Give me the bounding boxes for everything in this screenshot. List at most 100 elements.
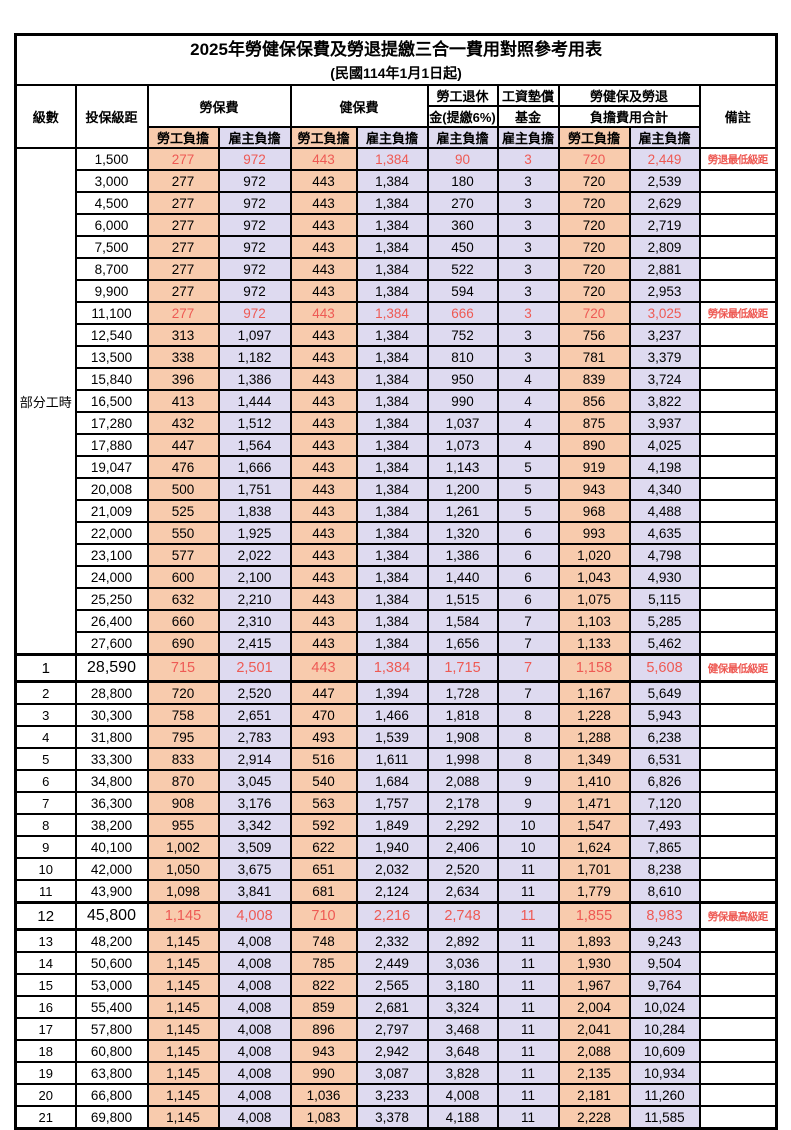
subheader-pension-employer: 雇主負擔 bbox=[426, 126, 499, 149]
page-title: 2025年勞健保保費及勞退提繳三合一費用對照參考用表 bbox=[190, 40, 602, 59]
cell-total-employer: 9,243 bbox=[628, 928, 701, 953]
cell-total-employee: 1,893 bbox=[557, 928, 631, 953]
cell-labor-employer: 2,914 bbox=[217, 747, 292, 771]
cell-labor-employee: 525 bbox=[146, 499, 220, 523]
cell-pension-employer: 1,037 bbox=[426, 411, 499, 435]
cell-health-employer: 1,394 bbox=[355, 680, 429, 705]
cell-wagefund-employer: 6 bbox=[496, 521, 560, 545]
cell-total-employer: 5,462 bbox=[628, 631, 701, 656]
table-row: 2 28,800 720 2,520 447 1,394 1,728 7 1,167 5,649 bbox=[14, 680, 778, 705]
cell-note bbox=[698, 835, 778, 859]
cell-total-employer: 8,983 bbox=[628, 901, 701, 931]
cell-total-employee: 1,410 bbox=[557, 769, 631, 793]
cell-pension-employer: 666 bbox=[426, 301, 499, 325]
cell-pension-employer: 1,386 bbox=[426, 543, 499, 567]
cell-total-employee: 2,088 bbox=[557, 1039, 631, 1063]
table-row: 16 55,400 1,145 4,008 859 2,681 3,324 11 2,004 10… bbox=[14, 995, 778, 1019]
cell-health-employer: 1,384 bbox=[355, 499, 429, 523]
cell-wagefund-employer: 10 bbox=[496, 813, 560, 837]
cell-wagefund-employer: 10 bbox=[496, 835, 560, 859]
page-subtitle: (民國114年1月1日起) bbox=[330, 65, 462, 81]
cell-wagefund-employer: 11 bbox=[496, 857, 560, 881]
cell-labor-employee: 476 bbox=[146, 455, 220, 479]
cell-labor-employer: 2,022 bbox=[217, 543, 292, 567]
cell-health-employee: 443 bbox=[289, 455, 358, 479]
cell-level: 21 bbox=[14, 1105, 77, 1130]
table-row: 8,700 277 972 443 1,384 522 3 720 2,881 bbox=[16, 257, 778, 281]
cell-note bbox=[698, 1039, 778, 1063]
cell-total-employer: 2,449 bbox=[628, 147, 701, 171]
col-header-pension-line1: 勞工退休 bbox=[426, 84, 499, 107]
cell-level: 16 bbox=[14, 995, 77, 1019]
cell-health-employer: 1,384 bbox=[355, 565, 429, 589]
cell-health-employee: 443 bbox=[289, 609, 358, 633]
cell-labor-employee: 870 bbox=[146, 769, 220, 793]
cell-note bbox=[698, 703, 778, 727]
cell-health-employer: 1,384 bbox=[355, 631, 429, 656]
cell-salary: 28,800 bbox=[74, 680, 149, 705]
cell-total-employer: 3,937 bbox=[628, 411, 701, 435]
cell-total-employer: 4,488 bbox=[628, 499, 701, 523]
cell-labor-employer: 4,008 bbox=[217, 951, 292, 975]
cell-labor-employee: 632 bbox=[146, 587, 220, 611]
cell-note bbox=[698, 521, 778, 545]
col-header-health-insurance: 健保費 bbox=[289, 84, 429, 128]
cell-health-employer: 1,384 bbox=[355, 367, 429, 391]
table-row: 7,500 277 972 443 1,384 450 3 720 2,809 bbox=[16, 235, 778, 259]
cell-wagefund-employer: 5 bbox=[496, 455, 560, 479]
cell-note bbox=[698, 1105, 778, 1130]
cell-labor-employee: 833 bbox=[146, 747, 220, 771]
cell-health-employee: 443 bbox=[289, 279, 358, 303]
premium-comparison-table: 2025年勞健保保費及勞退提繳三合一費用對照參考用表 (民國114年1月1日起)… bbox=[14, 33, 779, 1130]
col-header-bracket: 投保級距 bbox=[74, 84, 149, 149]
cell-pension-employer: 4,008 bbox=[426, 1083, 499, 1107]
cell-pension-employer: 1,200 bbox=[426, 477, 499, 501]
cell-labor-employer: 972 bbox=[217, 235, 292, 259]
cell-wagefund-employer: 11 bbox=[496, 1017, 560, 1041]
cell-health-employer: 1,384 bbox=[355, 477, 429, 501]
cell-total-employee: 720 bbox=[557, 169, 631, 193]
cell-wagefund-employer: 4 bbox=[496, 411, 560, 435]
cell-labor-employer: 1,444 bbox=[217, 389, 292, 413]
cell-labor-employer: 1,097 bbox=[217, 323, 292, 347]
cell-wagefund-employer: 3 bbox=[496, 279, 560, 303]
cell-total-employee: 1,930 bbox=[557, 951, 631, 975]
cell-total-employee: 720 bbox=[557, 301, 631, 325]
table-row: 12 45,800 1,145 4,008 710 2,216 2,748 11 1,855 8,… bbox=[14, 901, 778, 931]
cell-wagefund-employer: 11 bbox=[496, 1061, 560, 1085]
cell-labor-employer: 3,675 bbox=[217, 857, 292, 881]
cell-level: 9 bbox=[14, 835, 77, 859]
cell-total-employee: 2,135 bbox=[557, 1061, 631, 1085]
cell-salary: 43,900 bbox=[74, 879, 149, 904]
cell-labor-employee: 313 bbox=[146, 323, 220, 347]
cell-labor-employer: 1,838 bbox=[217, 499, 292, 523]
table-row: 17,880 447 1,564 443 1,384 1,073 4 890 4,025 bbox=[16, 433, 778, 457]
cell-note bbox=[698, 169, 778, 193]
cell-health-employer: 2,797 bbox=[355, 1017, 429, 1041]
cell-total-employer: 10,609 bbox=[628, 1039, 701, 1063]
cell-note bbox=[698, 257, 778, 281]
cell-health-employee: 443 bbox=[289, 499, 358, 523]
cell-wagefund-employer: 11 bbox=[496, 1105, 560, 1130]
cell-health-employee: 447 bbox=[289, 680, 358, 705]
cell-total-employee: 2,004 bbox=[557, 995, 631, 1019]
subheader-total-employee: 勞工負擔 bbox=[557, 126, 631, 149]
cell-salary: 19,047 bbox=[74, 455, 149, 479]
cell-salary: 48,200 bbox=[74, 928, 149, 953]
cell-level: 13 bbox=[14, 928, 77, 953]
cell-level: 14 bbox=[14, 951, 77, 975]
subheader-health-employer: 雇主負擔 bbox=[355, 126, 429, 149]
cell-labor-employer: 4,008 bbox=[217, 1083, 292, 1107]
cell-health-employer: 1,384 bbox=[355, 323, 429, 347]
cell-total-employer: 3,025 bbox=[628, 301, 701, 325]
cell-note: 勞退最低級距 bbox=[698, 147, 778, 171]
cell-pension-employer: 1,440 bbox=[426, 565, 499, 589]
cell-wagefund-employer: 4 bbox=[496, 389, 560, 413]
table-row: 21,009 525 1,838 443 1,384 1,261 5 968 4,488 bbox=[16, 499, 778, 523]
cell-pension-employer: 950 bbox=[426, 367, 499, 391]
cell-wagefund-employer: 6 bbox=[496, 587, 560, 611]
cell-labor-employee: 277 bbox=[146, 279, 220, 303]
cell-labor-employer: 1,386 bbox=[217, 367, 292, 391]
cell-health-employee: 540 bbox=[289, 769, 358, 793]
cell-health-employer: 1,384 bbox=[355, 433, 429, 457]
